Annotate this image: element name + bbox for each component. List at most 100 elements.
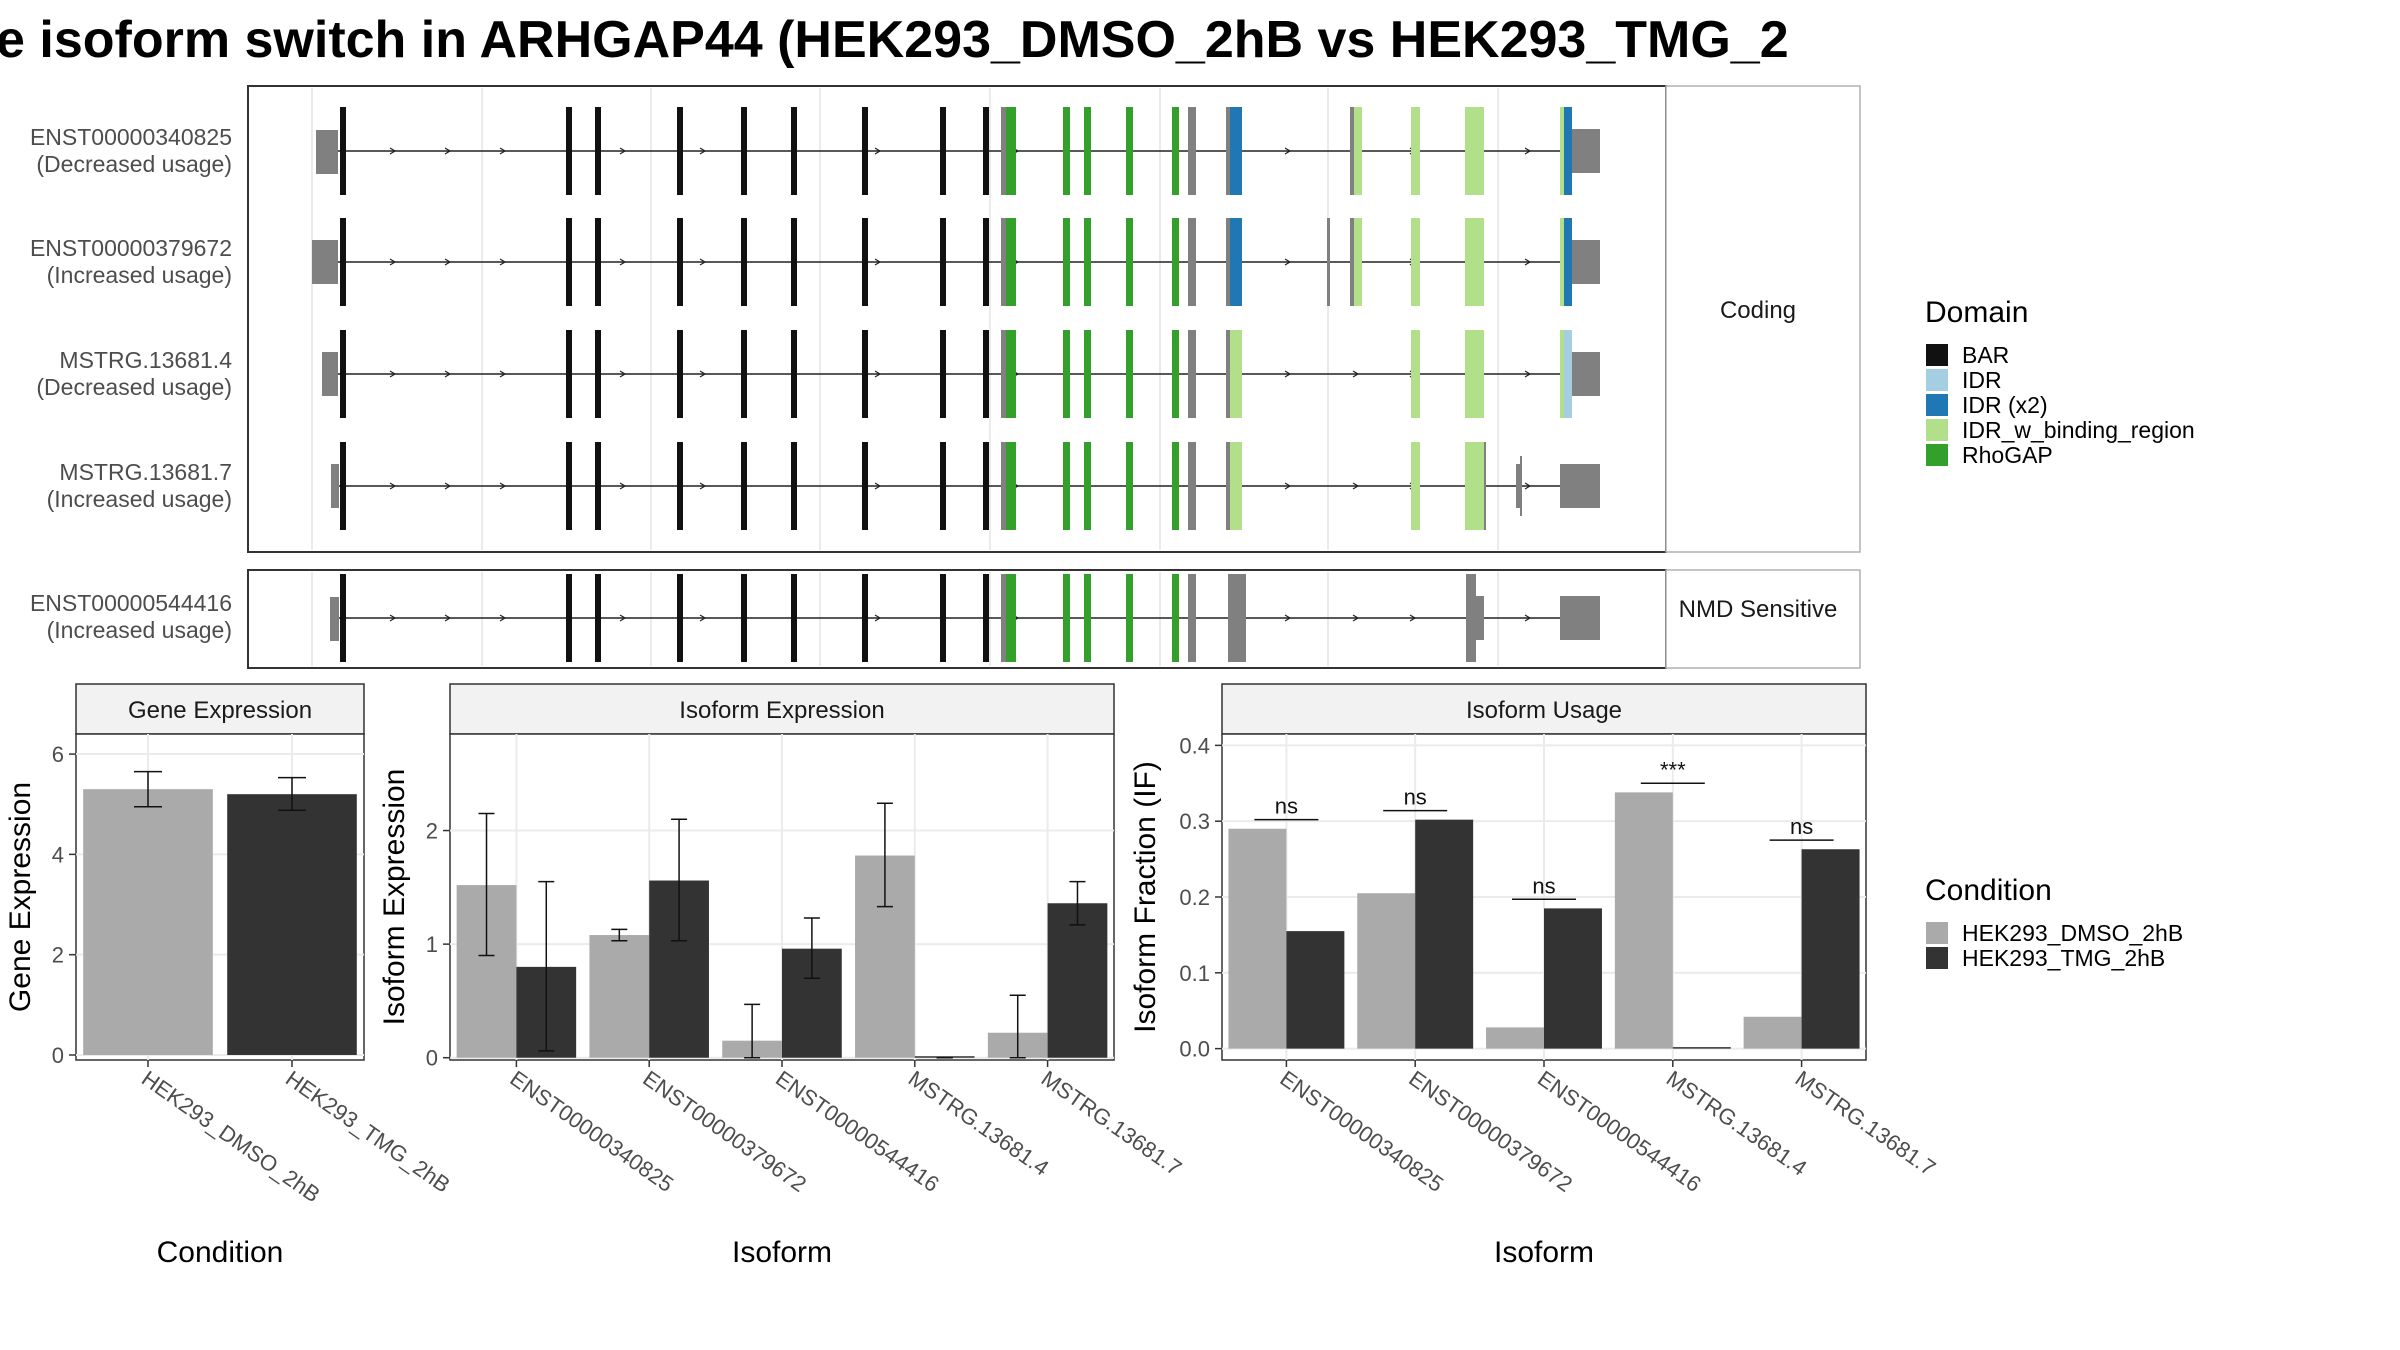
exon-block: [940, 218, 946, 306]
utr-block: [1572, 129, 1600, 173]
legend-label-idr-x2: IDR (x2): [1962, 392, 2048, 418]
direction-arrow: [699, 370, 707, 378]
direction-arrow: [1284, 614, 1292, 622]
direction-arrow: [1409, 614, 1417, 622]
exon-block: [940, 442, 946, 530]
coding-panel: [247, 85, 1667, 553]
nmd-strip-label: NMD Sensitive: [1679, 596, 1838, 623]
exon-block: [741, 330, 747, 418]
exon-block: [791, 218, 797, 306]
direction-arrow: [444, 147, 452, 155]
exon-block: [566, 107, 572, 195]
utr-block: [312, 240, 338, 284]
exon-block: [1084, 330, 1091, 418]
exon-block: [340, 330, 346, 418]
direction-arrow: [444, 614, 452, 622]
exon-block: [340, 442, 346, 530]
exon-block: [1063, 107, 1070, 195]
x-axis-title: Isoform: [1494, 1236, 1594, 1269]
direction-arrow: [499, 482, 507, 490]
exon-block: [983, 218, 989, 306]
exon-block: [791, 442, 797, 530]
exon-block: [1466, 574, 1476, 662]
direction-arrow: [389, 482, 397, 490]
exon-block: [983, 330, 989, 418]
y-tick-label: 0: [426, 1046, 438, 1071]
legend-swatch-idr-binding: [1926, 419, 1948, 441]
exon-block: [1006, 442, 1016, 530]
exon-block: [1228, 574, 1246, 662]
exon-block: [940, 330, 946, 418]
significance-label: ns: [1404, 785, 1427, 810]
exon-block: [1226, 330, 1230, 418]
bar: [1047, 903, 1108, 1058]
direction-arrow: [619, 258, 627, 266]
bar: [1415, 819, 1474, 1049]
direction-arrow: [444, 258, 452, 266]
direction-arrow: [499, 614, 507, 622]
legend-swatch-idr: [1926, 369, 1948, 391]
exon-block: [340, 574, 346, 662]
bar: [1672, 1047, 1731, 1049]
exon-block: [1188, 442, 1196, 530]
chart-title: Isoform Usage: [1466, 697, 1622, 724]
exon-block: [1562, 330, 1572, 418]
direction-arrow: [874, 482, 882, 490]
bar: [1228, 828, 1287, 1049]
chart-strip: [1221, 683, 1867, 735]
transcript-label-usage: (Decreased usage): [36, 374, 232, 400]
legend-swatch-tmg: [1926, 947, 1948, 969]
exon-block: [1126, 442, 1133, 530]
y-tick-label: 2: [426, 819, 438, 844]
y-tick-label: 4: [52, 842, 64, 867]
exon-block: [1465, 330, 1484, 418]
bar: [1486, 1027, 1544, 1049]
x-tick-label: MSTRG.13681.7: [1037, 1066, 1187, 1181]
y-axis-title: Isoform Fraction (IF): [1129, 761, 1162, 1033]
exon-block: [677, 442, 683, 530]
direction-arrow: [389, 258, 397, 266]
utr-block: [1572, 352, 1600, 396]
chart-1: Isoform Expression012ENST00000340825ENST…: [378, 683, 1187, 1269]
exon-block: [1226, 442, 1230, 530]
direction-arrow: [444, 370, 452, 378]
exon-block: [1350, 107, 1354, 195]
direction-arrow: [699, 147, 707, 155]
exon-block: [1063, 218, 1070, 306]
direction-arrow: [499, 147, 507, 155]
y-tick-label: 0: [52, 1043, 64, 1068]
direction-arrow: [1524, 614, 1532, 622]
y-tick-label: 0.4: [1179, 733, 1210, 758]
bar: [589, 935, 650, 1058]
exon-block: [1126, 218, 1133, 306]
exon-block: [340, 107, 346, 195]
direction-arrow: [1284, 147, 1292, 155]
exon-block: [862, 574, 868, 662]
legend-label-idr-binding: IDR_w_binding_region: [1962, 417, 2195, 443]
direction-arrow: [499, 370, 507, 378]
chart-title: Gene Expression: [128, 697, 312, 724]
significance-label: ***: [1660, 757, 1686, 782]
exon-block: [1006, 107, 1016, 195]
exon-block: [677, 107, 683, 195]
direction-arrow: [619, 370, 627, 378]
condition-legend: Condition HEK293_DMSO_2hB HEK293_TMG_2hB: [1925, 874, 2183, 971]
direction-arrow: [1352, 614, 1360, 622]
exon-block: [1188, 218, 1196, 306]
direction-arrow: [699, 614, 707, 622]
exon-block: [1084, 574, 1091, 662]
exon-block: [1084, 218, 1091, 306]
exon-block: [1001, 107, 1006, 195]
exon-block: [791, 574, 797, 662]
exon-block: [677, 574, 683, 662]
exon-block: [566, 218, 572, 306]
direction-arrow: [619, 147, 627, 155]
exon-block: [566, 330, 572, 418]
legend-swatch-dmso: [1926, 922, 1948, 944]
legend-label-dmso: HEK293_DMSO_2hB: [1962, 920, 2183, 946]
transcript-label-id: MSTRG.13681.7: [59, 459, 232, 485]
exon-block: [1084, 442, 1091, 530]
direction-arrow: [699, 258, 707, 266]
direction-arrow: [389, 614, 397, 622]
exon-block: [1001, 442, 1006, 530]
